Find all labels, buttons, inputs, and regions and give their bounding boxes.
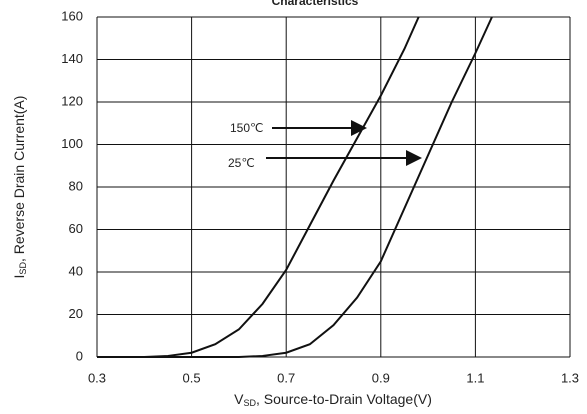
y-label-sub: SD bbox=[18, 262, 28, 275]
x-tick-label: 0.7 bbox=[277, 370, 295, 385]
y-tick-label: 100 bbox=[61, 136, 83, 151]
curve bbox=[97, 16, 493, 358]
y-tick-label: 40 bbox=[69, 263, 83, 278]
y-tick-label: 160 bbox=[61, 8, 83, 23]
annotation: 25℃ bbox=[228, 156, 255, 170]
y-tick-label: 20 bbox=[69, 306, 83, 321]
y-tick-label: 140 bbox=[61, 51, 83, 66]
curve bbox=[97, 16, 420, 358]
x-tick-label: 0.9 bbox=[372, 370, 390, 385]
x-tick-label: 1.3 bbox=[561, 370, 579, 385]
y-axis-label: ISD, Reverse Drain Current(A) bbox=[11, 96, 29, 279]
x-label-rest: , Source-to-Drain Voltage(V) bbox=[256, 391, 432, 407]
x-tick-label: 0.5 bbox=[183, 370, 201, 385]
x-axis-label: VSD, Source-to-Drain Voltage(V) bbox=[234, 391, 432, 409]
annotation: 150℃ bbox=[230, 121, 264, 135]
y-label-main: I bbox=[11, 275, 27, 279]
y-tick-label: 0 bbox=[76, 348, 83, 363]
y-tick-label: 80 bbox=[69, 178, 83, 193]
y-label-rest: , Reverse Drain Current(A) bbox=[11, 96, 27, 263]
x-label-sub: SD bbox=[243, 398, 256, 408]
x-tick-label: 1.1 bbox=[466, 370, 484, 385]
chart-title: Characteristics bbox=[272, 0, 359, 8]
x-tick-label: 0.3 bbox=[88, 370, 106, 385]
y-tick-label: 120 bbox=[61, 93, 83, 108]
y-tick-label: 60 bbox=[69, 221, 83, 236]
x-label-main: V bbox=[234, 391, 244, 407]
